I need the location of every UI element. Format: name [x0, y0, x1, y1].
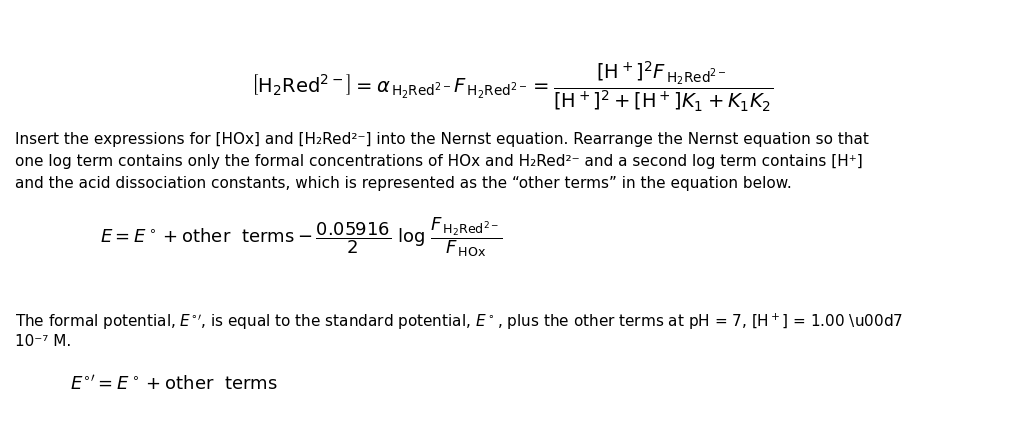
- Text: $E^{\circ\prime} = E^\circ + \mathrm{other\ \ terms}$: $E^{\circ\prime} = E^\circ + \mathrm{oth…: [70, 375, 278, 394]
- Text: $E = E^\circ + \mathrm{other\ \ terms} - \dfrac{0.05916}{2}\ \mathrm{log}\ \dfra: $E = E^\circ + \mathrm{other\ \ terms} -…: [100, 215, 503, 259]
- Text: and the acid dissociation constants, which is represented as the “other terms” i: and the acid dissociation constants, whi…: [15, 176, 792, 191]
- Text: The formal potential, $E^{\circ\prime}$, is equal to the standard potential, $E^: The formal potential, $E^{\circ\prime}$,…: [15, 312, 903, 332]
- Text: $\left[\mathrm{H_2Red^{2-}}\right] = \alpha_{\,\mathrm{H_2Red^{2-}}}F_{\,\mathrm: $\left[\mathrm{H_2Red^{2-}}\right] = \al…: [251, 60, 773, 114]
- Text: Insert the expressions for [HOx] and [H₂Red²⁻] into the Nernst equation. Rearran: Insert the expressions for [HOx] and [H₂…: [15, 132, 869, 147]
- Text: 10⁻⁷ M.: 10⁻⁷ M.: [15, 334, 72, 349]
- Text: one log term contains only the formal concentrations of HOx and H₂Red²⁻ and a se: one log term contains only the formal co…: [15, 154, 863, 169]
